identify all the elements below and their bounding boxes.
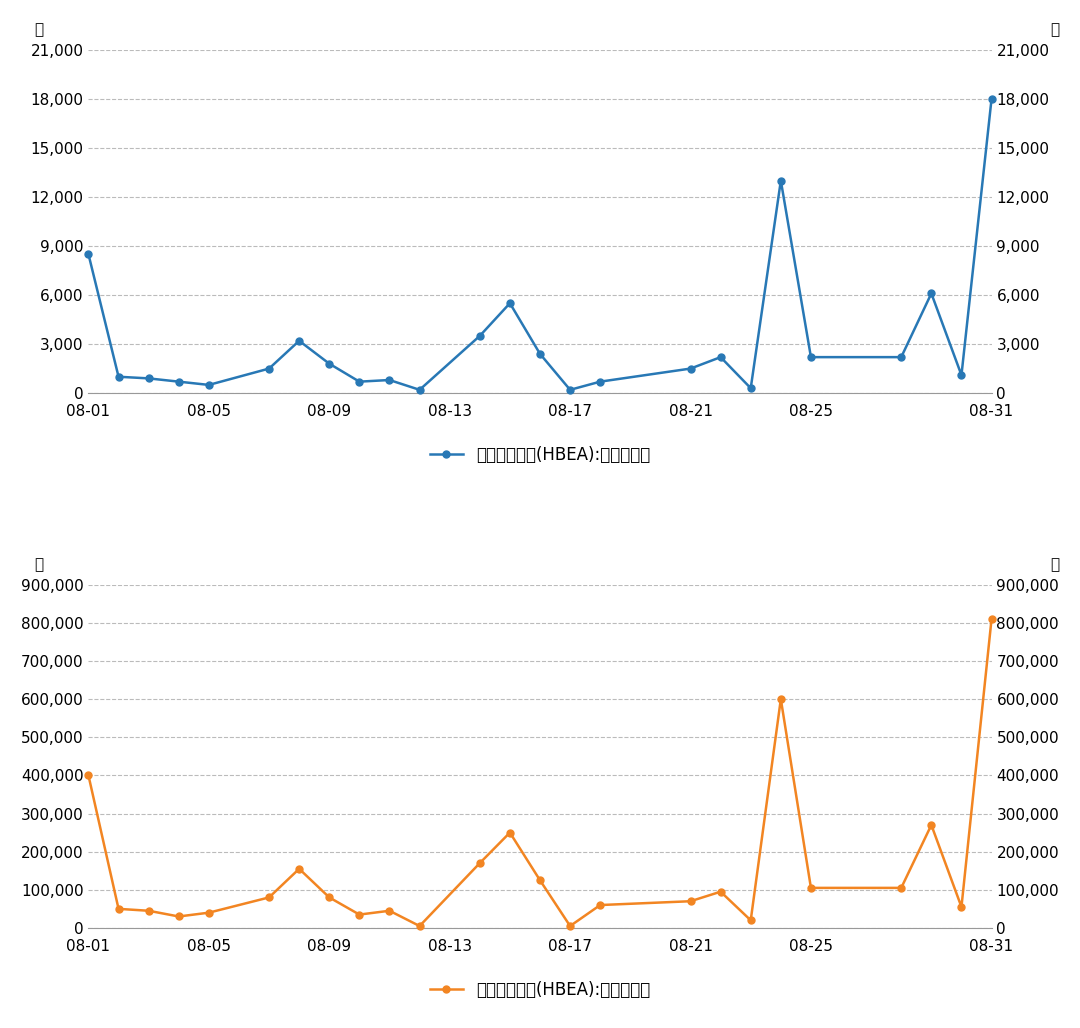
Text: 元: 元: [1050, 557, 1059, 572]
Text: 吨: 吨: [1050, 22, 1059, 37]
Legend: 湖北碳排放权(HBEA):当日成交额: 湖北碳排放权(HBEA):当日成交额: [423, 974, 657, 1005]
Text: 元: 元: [35, 557, 43, 572]
Legend: 湖北碳排放权(HBEA):当日成交量: 湖北碳排放权(HBEA):当日成交量: [423, 439, 657, 471]
Text: 吨: 吨: [35, 22, 43, 37]
